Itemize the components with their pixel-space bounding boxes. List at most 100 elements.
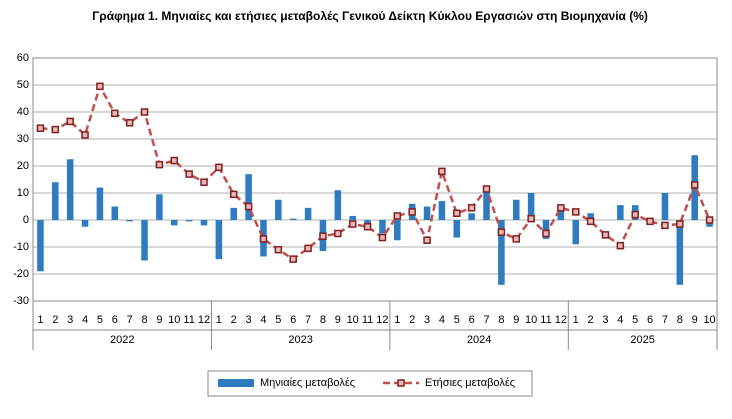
x-tick-label: 1 <box>37 314 43 326</box>
bar <box>379 220 386 234</box>
group-label: 2023 <box>288 334 312 346</box>
bar <box>289 218 297 220</box>
marker <box>125 119 134 127</box>
marker <box>96 82 104 91</box>
x-tick-label: 9 <box>156 314 162 326</box>
marker <box>393 212 402 220</box>
x-tick-label: 8 <box>320 314 326 326</box>
y-tick-label: -20 <box>13 268 29 280</box>
x-tick-label: 5 <box>632 314 638 326</box>
marker <box>304 244 312 253</box>
marker <box>705 216 714 224</box>
marker <box>646 217 654 226</box>
marker <box>111 109 119 118</box>
x-tick-label: 12 <box>376 314 388 326</box>
marker <box>81 131 89 139</box>
marker <box>616 241 625 250</box>
legend-label: Ετήσιες μεταβολές <box>425 377 515 389</box>
x-tick-label: 1 <box>394 314 400 326</box>
x-tick-label: 3 <box>67 314 73 326</box>
bar <box>483 190 490 220</box>
marker <box>51 125 60 134</box>
x-tick-label: 10 <box>168 314 180 326</box>
marker <box>185 170 193 178</box>
x-tick-label: 2 <box>52 314 58 326</box>
x-tick-label: 5 <box>275 314 281 326</box>
y-tick-label: 30 <box>17 133 29 145</box>
marker <box>274 245 283 254</box>
bar <box>96 187 104 220</box>
marker <box>319 232 327 240</box>
marker <box>229 190 238 199</box>
x-tick-label: 8 <box>498 314 504 326</box>
x-tick-label: 12 <box>198 314 210 326</box>
bar <box>185 220 193 222</box>
x-tick-label: 6 <box>112 314 118 326</box>
marker <box>66 117 74 126</box>
marker <box>631 210 639 219</box>
bar <box>304 207 312 220</box>
legend-swatch <box>397 379 405 387</box>
x-tick-label: 6 <box>290 314 296 326</box>
plot-frame <box>32 57 718 302</box>
marker <box>348 220 357 228</box>
x-tick-label: 2 <box>588 314 594 326</box>
marker <box>334 229 342 238</box>
marker <box>408 208 416 216</box>
bar <box>349 215 356 220</box>
bar <box>215 220 223 260</box>
marker <box>527 214 535 223</box>
bar <box>52 182 59 220</box>
x-tick-label: 4 <box>260 314 266 326</box>
marker <box>467 204 476 212</box>
bar <box>661 193 669 220</box>
x-tick-label: 3 <box>602 314 608 326</box>
marker <box>438 167 446 176</box>
x-tick-label: 9 <box>335 314 341 326</box>
bar <box>453 220 461 238</box>
bar <box>230 207 238 220</box>
bar <box>394 220 401 241</box>
y-tick-label: 50 <box>17 79 29 91</box>
x-tick-label: 1 <box>216 314 222 326</box>
marker <box>289 255 297 263</box>
x-tick-label: 5 <box>97 314 103 326</box>
x-tick-label: 4 <box>439 314 445 326</box>
bar <box>245 174 252 220</box>
x-tick-label: 3 <box>246 314 252 326</box>
marker <box>586 217 595 226</box>
group-label: 2022 <box>110 334 134 346</box>
bar <box>170 220 178 226</box>
x-tick-label: 8 <box>141 314 147 326</box>
bar <box>141 220 148 261</box>
bar <box>334 190 342 220</box>
marker <box>497 228 506 236</box>
legend-swatch <box>218 379 254 387</box>
bar <box>512 199 520 220</box>
marker <box>363 223 372 231</box>
x-tick-label: 11 <box>362 314 373 326</box>
marker <box>661 221 669 230</box>
bar <box>557 209 565 220</box>
y-tick-label: 0 <box>23 214 29 226</box>
marker <box>36 124 45 132</box>
legend-label: Μηνιαίες μεταβολές <box>260 377 355 389</box>
marker <box>170 156 179 165</box>
y-tick-label: -10 <box>13 241 29 253</box>
x-tick-label: 12 <box>555 314 567 326</box>
marker <box>690 181 699 189</box>
x-tick-label: 2 <box>231 314 237 326</box>
marker <box>453 209 461 217</box>
marker <box>200 178 208 186</box>
x-tick-label: 10 <box>347 314 359 326</box>
marker <box>259 235 268 243</box>
x-tick-label: 5 <box>454 314 460 326</box>
x-tick-label: 10 <box>703 314 715 326</box>
y-tick-label: -30 <box>13 295 29 307</box>
group-label: 2024 <box>467 334 491 346</box>
bar <box>37 220 44 272</box>
bar <box>66 159 74 220</box>
x-tick-label: 7 <box>662 314 668 326</box>
x-tick-label: 9 <box>692 314 698 326</box>
